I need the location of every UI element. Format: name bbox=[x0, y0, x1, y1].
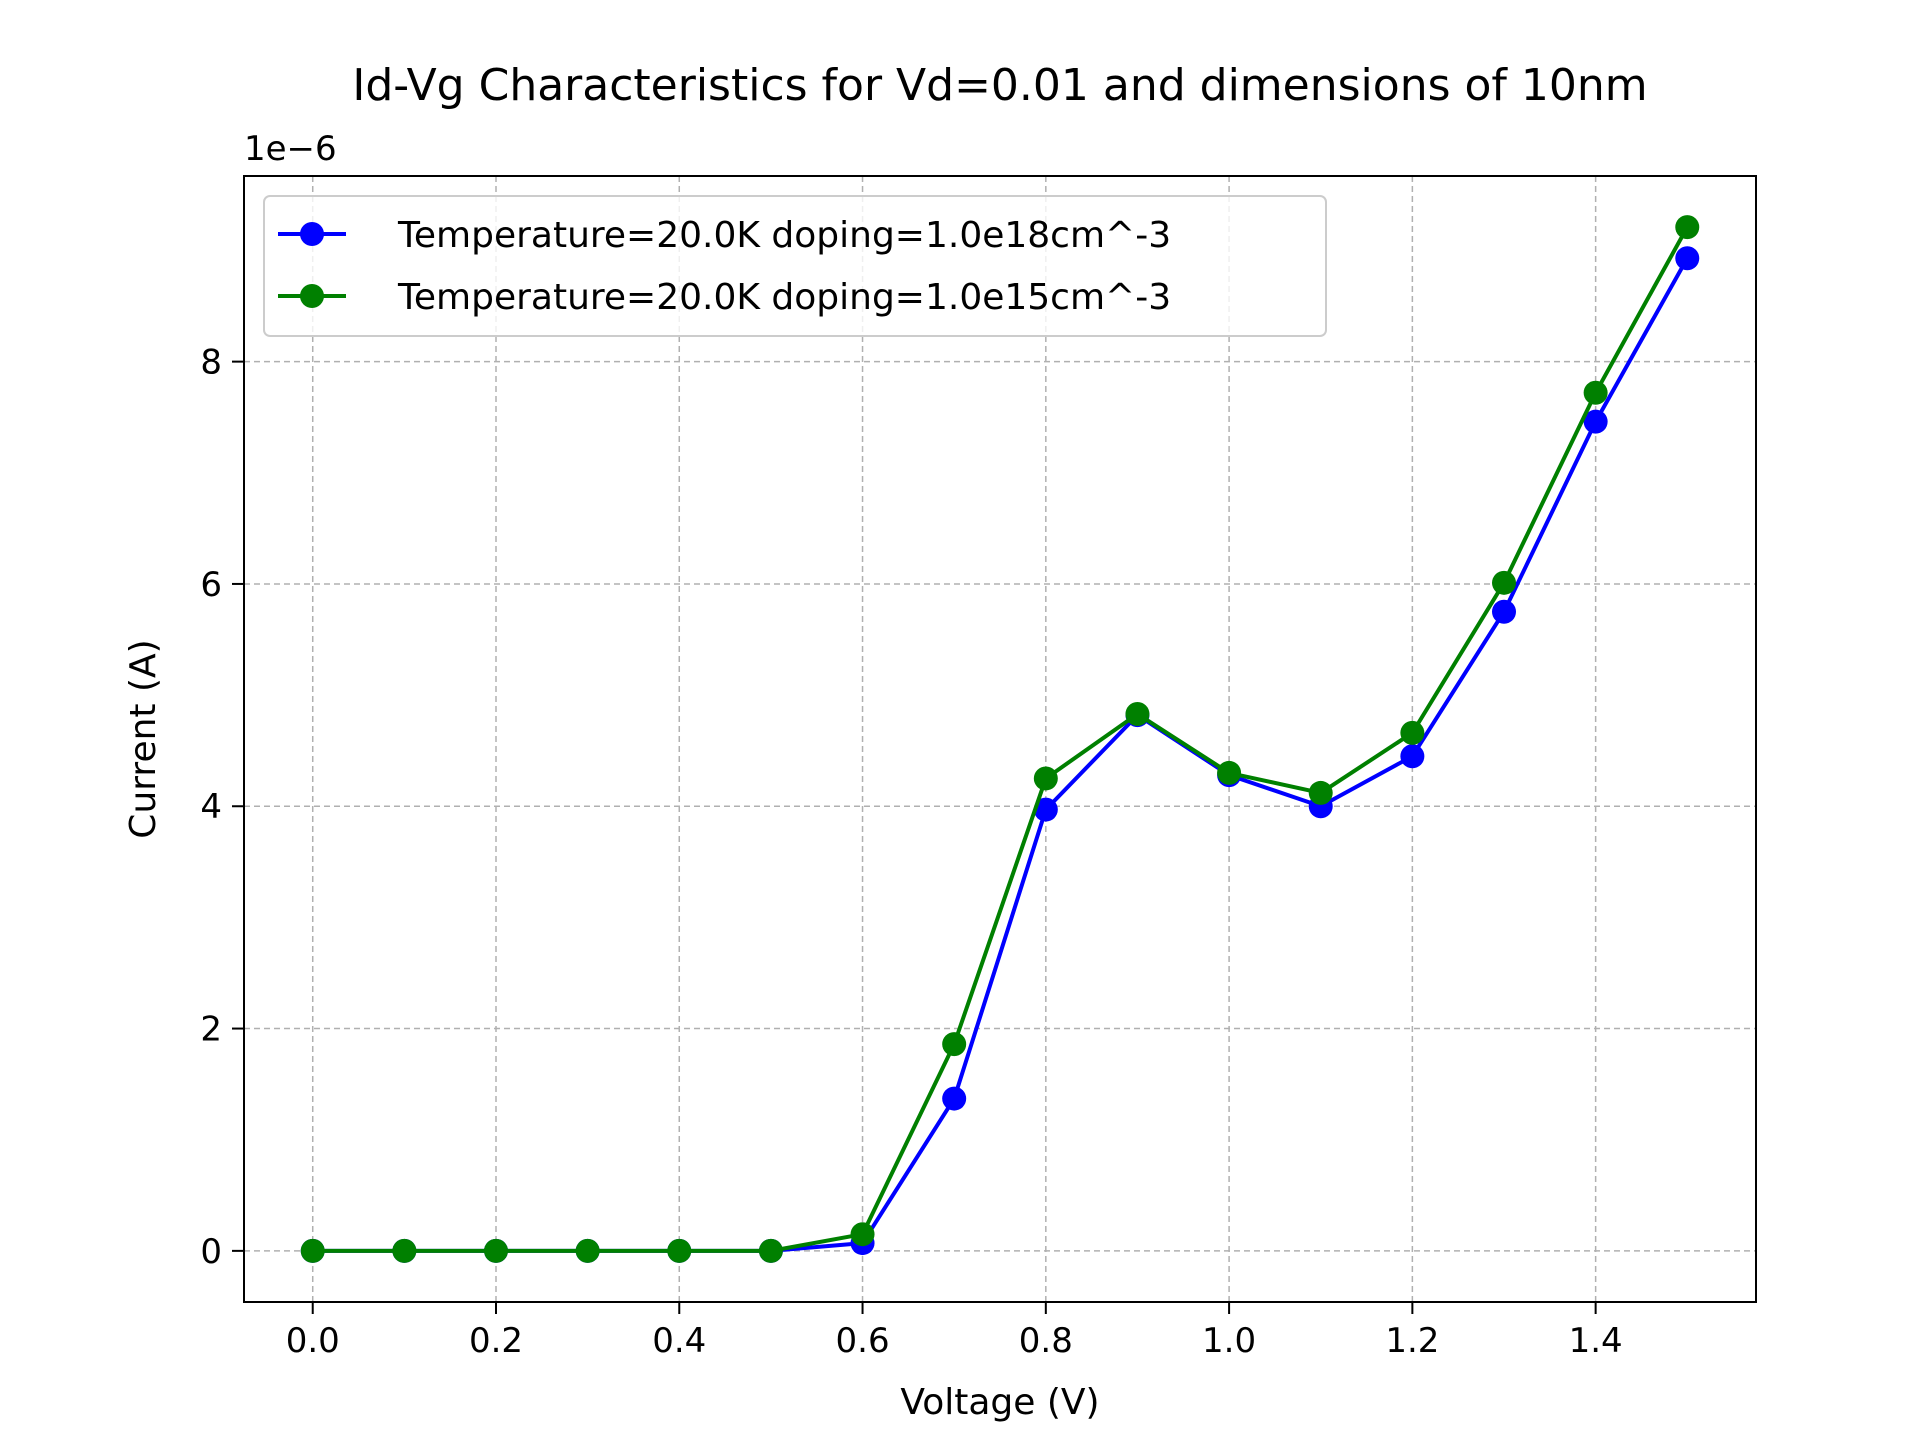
x-tick-label: 0.0 bbox=[286, 1321, 340, 1361]
x-tick-label: 0.2 bbox=[469, 1321, 523, 1361]
data-point bbox=[667, 1238, 692, 1263]
ticks: 0.0 0.2 0.4 0.6 0.8 1.0 1.2 1.4 0 2 4 6 8 bbox=[200, 343, 1622, 1361]
data-point bbox=[1492, 599, 1516, 624]
data-point bbox=[1583, 380, 1608, 405]
y-tick-label: 6 bbox=[200, 565, 222, 605]
x-tick-label: 0.8 bbox=[1019, 1321, 1073, 1361]
y-axis-title: Current (A) bbox=[123, 639, 164, 838]
data-point bbox=[1400, 720, 1425, 745]
data-point bbox=[1675, 246, 1700, 271]
data-point bbox=[1492, 570, 1516, 595]
data-point bbox=[1583, 409, 1608, 434]
data-point bbox=[942, 1086, 967, 1111]
legend: Temperature=20.0K doping=1.0e18cm^-3 Temp… bbox=[263, 195, 1327, 337]
x-tick-label: 1.2 bbox=[1385, 1321, 1439, 1361]
data-point bbox=[1308, 780, 1333, 805]
plot-frame bbox=[243, 175, 1757, 1303]
chart-title: Id-Vg Characteristics for Vd=0.01 and di… bbox=[352, 60, 1647, 111]
y-tick-label: 2 bbox=[200, 1010, 222, 1050]
data-point bbox=[1217, 760, 1242, 785]
data-point bbox=[392, 1238, 417, 1263]
series-2 bbox=[300, 215, 1700, 1263]
y-tick-label: 8 bbox=[200, 343, 222, 383]
x-tick-label: 0.4 bbox=[652, 1321, 706, 1361]
series-layer bbox=[300, 215, 1700, 1263]
legend-marker bbox=[300, 222, 324, 246]
data-point bbox=[1675, 215, 1700, 240]
legend-marker bbox=[300, 284, 324, 308]
data-point bbox=[484, 1238, 508, 1263]
data-point bbox=[1033, 766, 1058, 791]
y-tick-label: 4 bbox=[200, 787, 222, 827]
legend-item: Temperature=20.0K doping=1.0e18cm^-3 bbox=[278, 215, 1171, 256]
x-axis-title: Voltage (V) bbox=[900, 1382, 1099, 1423]
y-offset-label: 1e−6 bbox=[244, 129, 337, 169]
data-point bbox=[300, 1238, 325, 1263]
data-point bbox=[575, 1238, 600, 1263]
series-line bbox=[312, 226, 1690, 1253]
data-point bbox=[942, 1032, 967, 1057]
legend-label: Temperature=20.0K doping=1.0e15cm^-3 bbox=[397, 277, 1171, 318]
data-point bbox=[1400, 744, 1425, 769]
x-tick-label: 1.0 bbox=[1202, 1321, 1256, 1361]
data-point bbox=[758, 1238, 783, 1263]
data-point bbox=[1125, 701, 1150, 726]
legend-label: Temperature=20.0K doping=1.0e18cm^-3 bbox=[397, 215, 1171, 256]
data-point bbox=[850, 1222, 875, 1247]
x-tick-label: 0.6 bbox=[836, 1321, 890, 1361]
legend-box bbox=[263, 195, 1327, 337]
legend-item: Temperature=20.0K doping=1.0e15cm^-3 bbox=[278, 277, 1171, 318]
y-tick-label: 0 bbox=[200, 1232, 222, 1272]
data-point bbox=[1033, 797, 1058, 822]
x-tick-label: 1.4 bbox=[1569, 1321, 1623, 1361]
